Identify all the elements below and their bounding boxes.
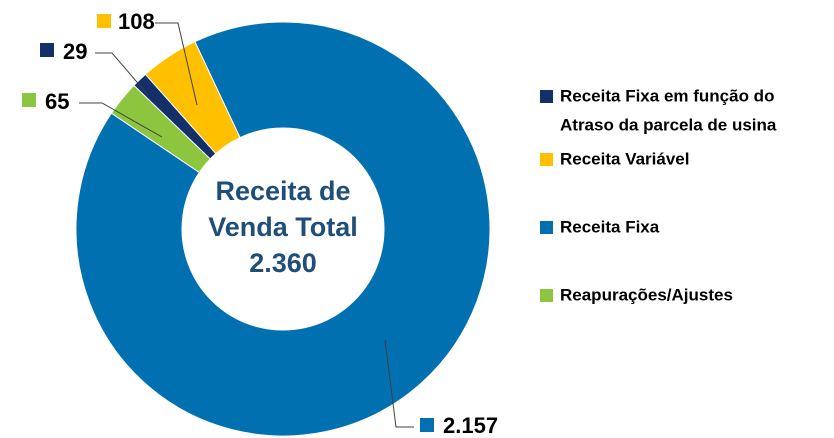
legend-swatch — [540, 90, 553, 103]
data-label: 2.157 — [443, 413, 498, 438]
center-label: 2.360 — [249, 248, 317, 278]
legend-label: Receita Variável — [560, 149, 689, 168]
donut-hole — [182, 128, 384, 330]
leader-line — [384, 339, 414, 428]
data-label: 65 — [45, 89, 69, 114]
data-label: 29 — [63, 39, 87, 64]
label-marker — [420, 418, 434, 432]
label-marker — [97, 14, 111, 28]
legend-label: Receita Fixa em função do — [560, 86, 774, 105]
legend-swatch — [540, 153, 553, 166]
leader-line — [155, 22, 198, 106]
data-label: 108 — [118, 9, 155, 34]
legend-swatch — [540, 289, 553, 302]
label-marker — [40, 43, 54, 57]
legend-label: Reapurações/Ajustes — [560, 285, 733, 304]
legend-swatch — [540, 221, 553, 234]
legend-label: Atraso da parcela de usina — [560, 115, 777, 134]
center-label: Venda Total — [208, 212, 358, 242]
leader-line — [79, 102, 163, 138]
label-marker — [22, 93, 36, 107]
leader-line — [95, 52, 149, 96]
legend-label: Receita Fixa — [560, 217, 660, 236]
center-label: Receita de — [215, 176, 350, 206]
